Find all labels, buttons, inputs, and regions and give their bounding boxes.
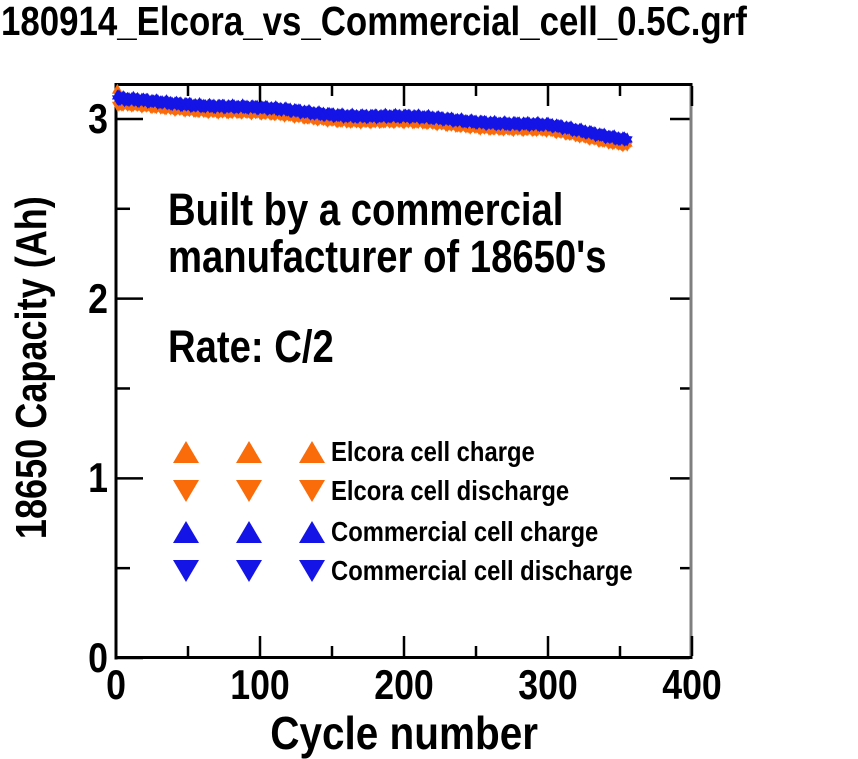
figure-title-text: 180914_Elcora_vs_Commercial_cell_0.5C.gr…	[1, 0, 747, 44]
annotation-rate: Rate: C/2	[168, 321, 334, 372]
y-tick-label-0: 0	[88, 634, 108, 681]
data-points	[111, 83, 633, 153]
x-tick-label-400: 400	[662, 661, 722, 708]
x-tick-label-100: 100	[230, 661, 290, 708]
y-tick-label-3: 3	[88, 94, 108, 142]
axis-ticks	[114, 86, 694, 660]
axis-frame	[114, 83, 693, 660]
figure-title: 180914_Elcora_vs_Commercial_cell_0.5C.gr…	[1, 0, 858, 45]
y-tick-label-1: 1	[88, 454, 108, 502]
x-tick-label-0: 0	[106, 661, 126, 708]
legend-label-4: Commercial cell discharge	[331, 555, 633, 586]
legend-label-2: Elcora cell discharge	[331, 475, 570, 506]
legend-label-3: Commercial cell charge	[331, 516, 599, 547]
x-tick-label-300: 300	[518, 661, 578, 708]
annotation-line-2: manufacturer of 18650's	[168, 231, 607, 282]
x-tick-label-200: 200	[374, 661, 434, 708]
legend-label-1: Elcora cell charge	[331, 436, 535, 467]
annotation-built-by: Built by a commercial manufacturer of 18…	[168, 186, 684, 280]
y-tick-label-2: 2	[88, 274, 108, 322]
x-axis-title: Cycle number	[270, 707, 538, 759]
annotation-line-1: Built by a commercial	[168, 184, 564, 235]
legend-markers	[173, 441, 325, 582]
y-axis-title: 18650 Capacity (Ah)	[7, 196, 56, 540]
